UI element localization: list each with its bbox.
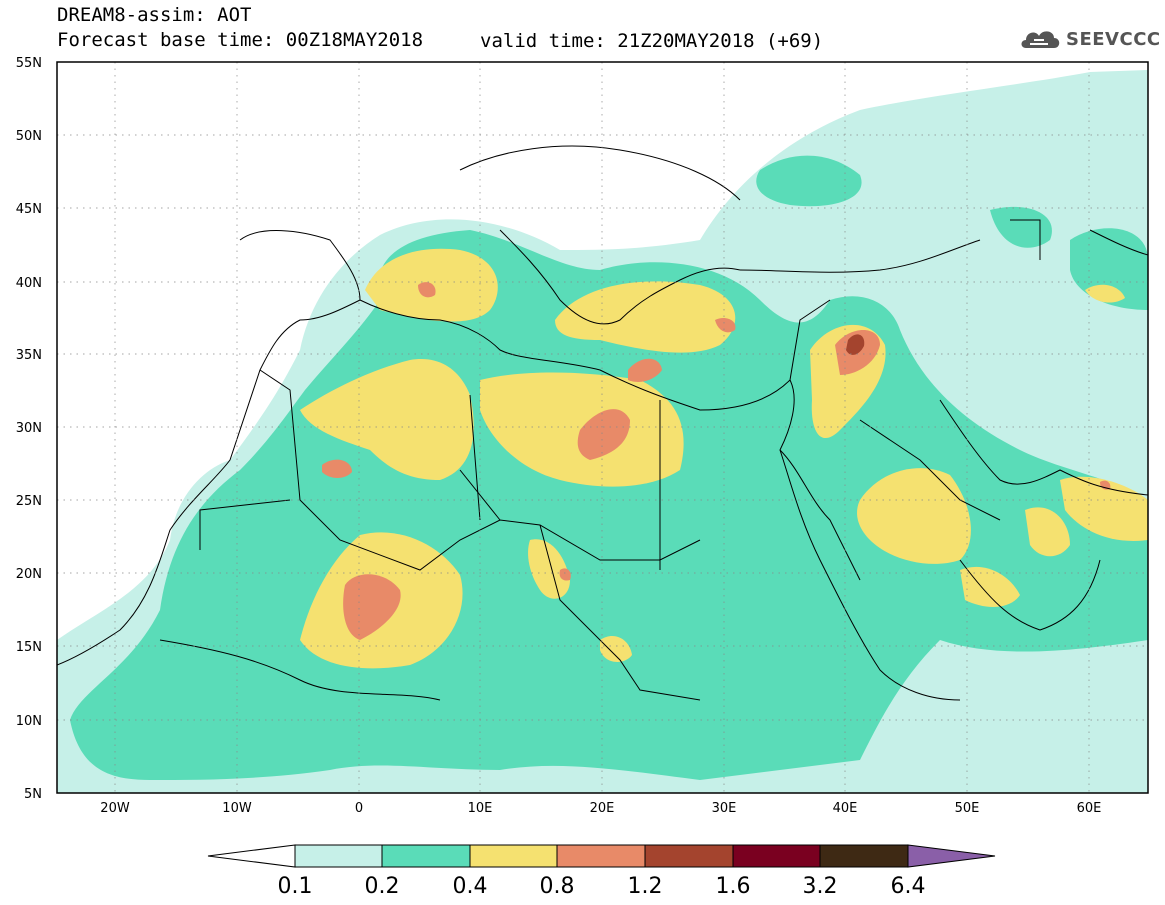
lat-label: 50N (16, 129, 42, 144)
colorbar-box (556, 844, 646, 868)
lat-label: 55N (16, 56, 42, 71)
lon-label: 10E (468, 801, 493, 816)
colorbar-label: 1.6 (716, 874, 751, 899)
lon-label: 20W (100, 801, 130, 816)
colorbar-lower-extension (207, 844, 296, 868)
lat-label: 35N (16, 348, 42, 363)
lat-label: 40N (16, 276, 42, 291)
valid-time: valid time: 21Z20MAY2018 (+69) (480, 30, 824, 52)
colorbar-label: 0.1 (278, 874, 313, 899)
lon-label: 60E (1077, 801, 1102, 816)
colorbar-box (732, 844, 821, 868)
colorbar-box (644, 844, 734, 868)
colorbar-box (381, 844, 471, 868)
graticule (57, 62, 1148, 793)
colorbar-label: 3.2 (803, 874, 838, 899)
lon-label: 0 (355, 801, 363, 816)
seevccc-logo: SEEVCCC (1018, 26, 1161, 52)
title-line-1: DREAM8-assim: AOT (57, 4, 252, 26)
lat-label: 10N (16, 714, 42, 729)
colorbar-label: 0.2 (365, 874, 400, 899)
map-frame (56, 61, 1149, 794)
cloud-icon (1021, 31, 1060, 48)
longitude-labels: 20W 10W 0 10E 20E 30E 40E 50E 60E (100, 801, 1101, 816)
colorbar-label: 6.4 (891, 874, 926, 899)
lat-label: 15N (16, 640, 42, 655)
lon-label: 30E (712, 801, 737, 816)
lon-label: 50E (955, 801, 980, 816)
colorbar-label: 0.8 (540, 874, 575, 899)
aot-class-1.2-1.6 (846, 334, 865, 355)
lon-label: 40E (833, 801, 858, 816)
colorbar-upper-extension (907, 844, 996, 868)
lon-label: 20E (590, 801, 615, 816)
colorbar-labels: 0.1 0.2 0.4 0.8 1.2 1.6 3.2 6.4 (278, 874, 926, 899)
lon-label: 10W (222, 801, 252, 816)
colorbar-box (294, 844, 383, 868)
colorbar-box (819, 844, 909, 868)
lat-label: 30N (16, 421, 42, 436)
lat-label: 25N (16, 494, 42, 509)
lat-label: 45N (16, 202, 42, 217)
colorbar-label: 1.2 (628, 874, 663, 899)
base-time: Forecast base time: 00Z18MAY2018 (57, 29, 424, 51)
logo-text: SEEVCCC (1066, 28, 1161, 50)
lat-label: 5N (24, 787, 42, 802)
colorbar-label: 0.4 (453, 874, 488, 899)
latitude-labels: 55N 50N 45N 40N 35N 30N 25N 20N 15N 10N … (16, 56, 42, 802)
colorbar-boxes (207, 844, 996, 868)
colorbar-box (469, 844, 558, 868)
lat-label: 20N (16, 567, 42, 582)
